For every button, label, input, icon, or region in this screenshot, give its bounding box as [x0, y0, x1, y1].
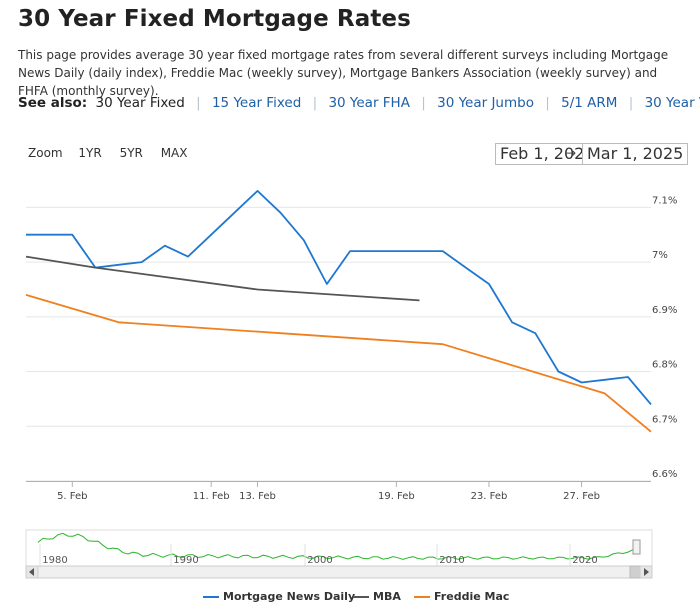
range-from-input[interactable]: Feb 1, 2025	[495, 143, 600, 165]
y-tick-label: 6.6%	[652, 469, 677, 480]
y-tick-label: 6.7%	[652, 414, 677, 425]
series-line-freddie	[25, 294, 652, 433]
x-tick-label: 27. Feb	[563, 491, 600, 502]
series-line-mba	[25, 255, 420, 302]
navigator-year-label: 2000	[307, 555, 332, 566]
legend-label: Freddie Mac	[434, 590, 510, 603]
separator: |	[628, 95, 634, 111]
link-30-year-jumbo[interactable]: 30 Year Jumbo	[437, 95, 534, 111]
series-line-mnd	[26, 190, 652, 405]
see-also-label: See also:	[18, 95, 88, 111]
zoom-max-button[interactable]: MAX	[160, 146, 188, 160]
chevron-left-icon	[29, 568, 34, 576]
chevron-right-icon	[644, 568, 649, 576]
zoom-bar: Zoom 1YR 5YR MAX	[28, 146, 200, 160]
legend-item-freddie[interactable]: Freddie Mac	[414, 590, 509, 603]
y-tick-label: 7%	[652, 250, 668, 261]
page-title: 30 Year Fixed Mortgage Rates	[18, 6, 411, 32]
navigator-year-label: 2010	[439, 555, 464, 566]
x-tick-label: 11. Feb	[193, 491, 230, 502]
legend-swatch	[353, 596, 369, 598]
y-tick-label: 6.8%	[652, 360, 677, 371]
scrollbar-thumb[interactable]	[629, 565, 641, 579]
separator: |	[196, 95, 201, 111]
link-30-year-fha[interactable]: 30 Year FHA	[328, 95, 410, 111]
legend-label: MBA	[373, 590, 401, 603]
y-tick-label: 7.1%	[652, 195, 677, 206]
range-to-input[interactable]: Mar 1, 2025	[582, 143, 689, 165]
link-5-1-arm[interactable]: 5/1 ARM	[561, 95, 618, 111]
navigator-handle[interactable]	[632, 539, 641, 555]
navigator-year-label: 1990	[173, 555, 198, 566]
link-30-year-va[interactable]: 30 Year VA	[644, 95, 700, 111]
x-tick-label: 5. Feb	[57, 491, 87, 502]
zoom-label: Zoom	[28, 146, 63, 160]
legend-item-mba[interactable]: MBA	[353, 590, 401, 603]
x-tick-label: 19. Feb	[378, 491, 415, 502]
zoom-1yr-button[interactable]: 1YR	[78, 146, 102, 160]
legend-item-mnd[interactable]: Mortgage News Daily	[203, 590, 355, 603]
separator: |	[421, 95, 426, 111]
rates-chart: 6.6% 6.7% 6.8% 6.9% 7% 7.1% 5. Feb 11. Feb 13. F…	[25, 190, 677, 579]
navigator-year-label: 2020	[572, 555, 597, 566]
legend-swatch	[414, 596, 430, 598]
range-arrow: →	[566, 146, 577, 160]
legend-swatch	[203, 596, 219, 598]
navigator-scrollbar	[25, 565, 653, 579]
navigator-year-label: 1980	[42, 555, 67, 566]
link-15-year-fixed[interactable]: 15 Year Fixed	[211, 95, 302, 111]
separator: |	[312, 95, 318, 111]
y-tick-label: 6.9%	[652, 305, 677, 316]
navigator-series	[37, 532, 639, 560]
see-also-current: 30 Year Fixed	[95, 95, 185, 111]
see-also-bar: See also: 30 Year Fixed | 15 Year Fixed …	[18, 95, 700, 111]
navigator-frame	[25, 529, 653, 567]
x-tick-label: 23. Feb	[471, 491, 508, 502]
zoom-5yr-button[interactable]: 5YR	[119, 146, 143, 160]
legend-label: Mortgage News Daily	[223, 590, 356, 603]
page-description: This page provides average 30 year fixed…	[18, 48, 669, 98]
separator: |	[545, 95, 550, 111]
x-tick-label: 13. Feb	[239, 491, 276, 502]
